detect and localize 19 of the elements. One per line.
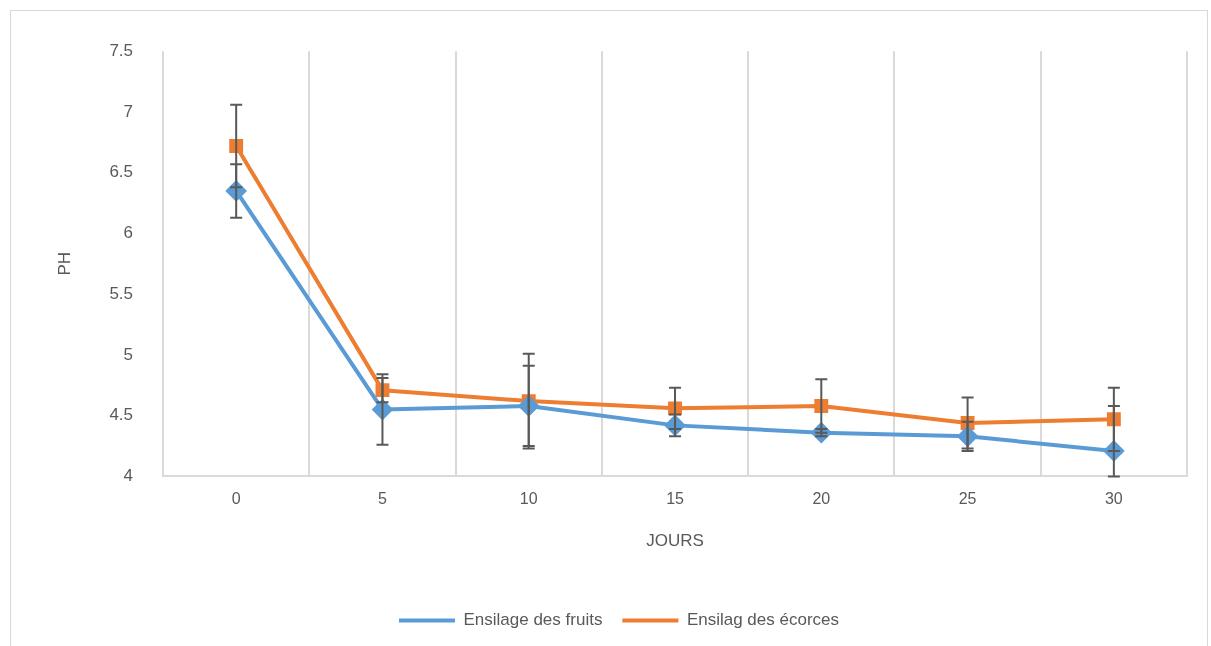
- y-tick-label: 5.5: [109, 283, 134, 303]
- x-tick-label: 0: [231, 490, 241, 508]
- x-axis-title: JOURS: [646, 531, 704, 551]
- legend-label: Ensilag des écorces: [686, 610, 840, 630]
- x-tick-label: 10: [519, 490, 538, 508]
- legend-label: Ensilage des fruits: [463, 610, 603, 630]
- y-tick-label: 7.5: [109, 40, 134, 60]
- y-tick-label: 7: [123, 101, 134, 121]
- y-tick-label: 4.5: [109, 405, 134, 425]
- y-tick-label: 4: [123, 466, 134, 486]
- x-tick-label: 25: [958, 490, 977, 508]
- x-tick-label: 5: [378, 490, 387, 508]
- x-tick-label: 15: [666, 490, 685, 508]
- y-tick-label: 6: [123, 223, 134, 243]
- y-axis-title: PH: [54, 251, 74, 276]
- y-tick-label: 5: [123, 344, 134, 364]
- x-tick-label: 20: [812, 490, 831, 508]
- x-tick-label: 30: [1104, 490, 1123, 508]
- y-tick-label: 6.5: [109, 162, 134, 182]
